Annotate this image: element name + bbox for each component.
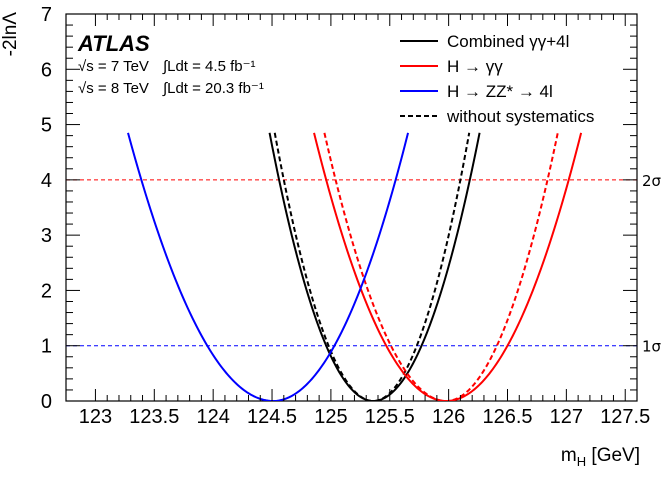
curve-4-solid	[127, 132, 409, 401]
y-tick-label: 1	[41, 336, 52, 358]
x-tick-label: 127.5	[600, 406, 650, 428]
legend: Combined γγ+4l H → γγ H → ZZ* → 4l witho…	[400, 32, 594, 126]
curve-0-solid	[268, 132, 481, 401]
curve-3-dashed	[323, 132, 559, 401]
x-tick-label: 126	[432, 406, 465, 428]
legend-label-h4l: H → ZZ* → 4l	[447, 82, 553, 101]
y-tick-label: 2	[41, 280, 52, 302]
x-axis-title-unit: [GeV]	[586, 445, 640, 466]
y-tick-label: 5	[41, 115, 52, 137]
x-tick-label: 126.5	[482, 406, 532, 428]
x-axis: 123 123.5 124 124.5 125 125.5 126 126.5 127 127.5	[79, 14, 650, 428]
y-tick-label: 0	[41, 391, 52, 413]
x-tick-label: 123.5	[129, 406, 179, 428]
legend-label-nosyst: without systematics	[446, 107, 594, 126]
reference-label-0: 1σ	[642, 338, 662, 356]
info-sqrt-s-7: √s = 7 TeV	[78, 58, 149, 75]
curves	[127, 132, 583, 401]
x-tick-label: 124	[196, 406, 229, 428]
legend-label-hgg: H → γγ	[447, 57, 503, 76]
y-tick-label: 6	[41, 59, 52, 81]
x-tick-label: 127	[550, 406, 583, 428]
x-tick-label: 125	[314, 406, 347, 428]
x-tick-label: 123	[79, 406, 112, 428]
x-tick-label: 124.5	[247, 406, 297, 428]
y-tick-label: 3	[41, 225, 52, 247]
experiment-label: ATLAS	[77, 31, 150, 56]
x-axis-title-main: m	[561, 445, 577, 466]
x-tick-label: 125.5	[365, 406, 415, 428]
info-lumi-7: ∫Ldt = 4.5 fb⁻¹	[162, 58, 256, 75]
curve-1-dashed	[273, 132, 471, 401]
x-axis-title-sub: H	[577, 454, 586, 469]
plot-frame	[65, 13, 638, 402]
y-axis-title: -2lnΛ	[0, 12, 21, 57]
legend-label-combined: Combined γγ+4l	[447, 32, 569, 51]
run-info: √s = 7 TeV ∫Ldt = 4.5 fb⁻¹ √s = 8 TeV ∫L…	[78, 58, 264, 97]
x-axis-title: mH [GeV]	[561, 445, 640, 469]
y-tick-label: 4	[41, 170, 52, 192]
info-sqrt-s-8: √s = 8 TeV	[78, 80, 149, 97]
y-axis: 0 1 2 3 4 5 6 7	[41, 4, 637, 413]
y-tick-label: 7	[41, 4, 52, 26]
reference-lines: 1σ 2σ	[66, 172, 662, 356]
info-lumi-8: ∫Ldt = 20.3 fb⁻¹	[162, 80, 264, 97]
reference-label-1: 2σ	[642, 172, 662, 190]
